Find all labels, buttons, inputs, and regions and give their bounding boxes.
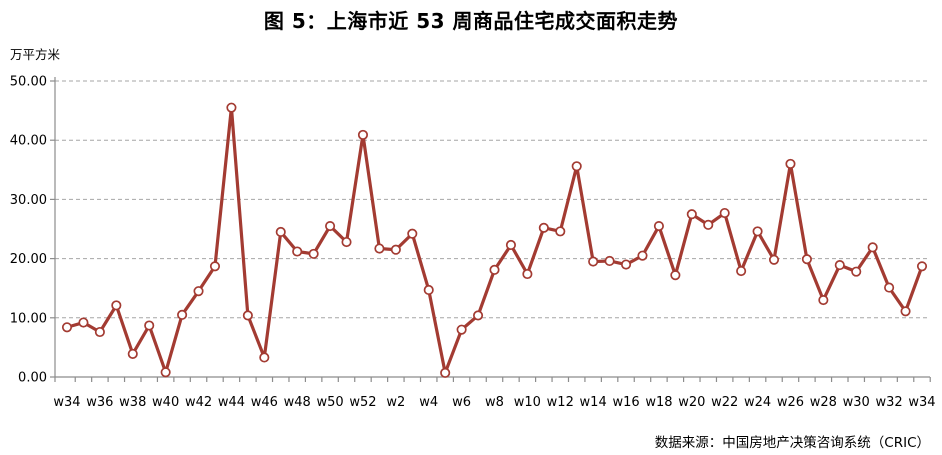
- data-point-marker: [900, 306, 911, 317]
- data-point-marker: [144, 320, 155, 331]
- y-tick-label: 20.00: [10, 252, 47, 267]
- data-point-marker: [456, 324, 467, 335]
- x-tick-label: w48: [284, 395, 311, 410]
- data-point-marker: [653, 220, 664, 232]
- data-point-marker: [670, 270, 681, 281]
- y-tick-label: 30.00: [10, 193, 47, 208]
- data-point-marker: [177, 309, 188, 320]
- data-point-marker: [703, 219, 714, 230]
- y-tick-label: 50.00: [10, 75, 47, 90]
- data-point-marker: [357, 129, 369, 140]
- data-line: [65, 106, 924, 375]
- data-point-marker: [226, 102, 237, 113]
- data-point-marker: [325, 220, 336, 232]
- data-point-marker: [473, 310, 484, 321]
- data-point-marker: [160, 367, 171, 378]
- x-tick-label: w38: [119, 395, 146, 410]
- y-tick-label: 10.00: [10, 311, 47, 326]
- chart-title: 图 5：上海市近 53 周商品住宅成交面积走势: [263, 9, 679, 33]
- data-point-marker: [686, 209, 697, 220]
- x-tick-label: w34: [908, 395, 935, 410]
- x-tick-label: w32: [876, 395, 903, 410]
- data-point-marker: [407, 228, 418, 239]
- x-tick-label: w52: [349, 395, 376, 410]
- data-point-marker: [785, 158, 796, 169]
- data-point-marker: [620, 259, 632, 270]
- data-point-marker: [768, 254, 780, 265]
- x-tick-label: w20: [678, 395, 705, 410]
- x-tick-label: w16: [612, 395, 639, 410]
- data-point-marker: [489, 264, 500, 275]
- data-point-marker: [555, 226, 566, 237]
- data-point-marker: [292, 246, 303, 257]
- data-point-marker: [275, 226, 286, 238]
- x-tick-label: w28: [810, 395, 837, 410]
- data-point-marker: [801, 254, 812, 265]
- data-point-marker: [94, 326, 105, 338]
- data-point-marker: [604, 255, 615, 267]
- data-point-marker: [440, 367, 451, 378]
- x-tick-label: w30: [843, 395, 870, 410]
- data-point-marker: [752, 226, 763, 237]
- data-point-marker: [308, 248, 319, 259]
- y-tick-label: 0.00: [18, 371, 47, 386]
- x-tick-label: w22: [711, 395, 738, 410]
- data-point-marker: [719, 207, 730, 219]
- data-point-marker: [61, 322, 73, 333]
- x-tick-label: w42: [185, 395, 212, 410]
- data-point-marker: [127, 348, 138, 359]
- data-point-marker: [818, 294, 829, 306]
- data-point-marker: [78, 317, 89, 328]
- data-point-marker: [736, 265, 747, 277]
- data-point-marker: [571, 161, 582, 172]
- x-tick-label: w40: [152, 395, 179, 410]
- data-point-marker: [374, 243, 385, 254]
- data-point-marker: [916, 261, 928, 272]
- data-point-marker: [867, 242, 878, 253]
- y-axis-unit-label: 万平方米: [10, 47, 61, 62]
- data-point-marker: [884, 282, 895, 293]
- data-point-marker: [341, 236, 352, 248]
- data-point-marker: [834, 260, 845, 271]
- x-tick-label: w2: [386, 395, 405, 410]
- data-point-marker: [242, 310, 253, 321]
- x-tick-label: w44: [218, 395, 245, 410]
- x-tick-label: w8: [485, 395, 504, 410]
- y-tick-label: 40.00: [10, 134, 47, 149]
- data-point-marker: [538, 222, 549, 233]
- data-point-marker: [423, 284, 434, 296]
- data-point-marker: [193, 286, 204, 297]
- x-tick-label: w36: [86, 395, 113, 410]
- x-tick-label: w46: [251, 395, 278, 410]
- data-point-marker: [209, 261, 221, 272]
- data-point-marker: [522, 268, 533, 280]
- data-point-marker: [588, 256, 599, 267]
- x-tick-label: w24: [744, 395, 771, 410]
- x-tick-label: w26: [777, 395, 804, 410]
- data-source-note: 数据来源：中国房地产决策咨询系统（CRIC）: [654, 435, 930, 451]
- x-tick-label: w34: [53, 395, 80, 410]
- data-point-marker: [259, 352, 270, 363]
- x-tick-label: w12: [547, 395, 574, 410]
- data-point-marker: [505, 239, 516, 251]
- x-tick-label: w14: [580, 395, 607, 410]
- data-point-marker: [111, 300, 122, 311]
- data-point-marker: [851, 266, 862, 277]
- data-point-marker: [637, 250, 648, 261]
- x-tick-label: w6: [452, 395, 471, 410]
- x-tick-label: w10: [514, 395, 541, 410]
- x-tick-label: w50: [316, 395, 343, 410]
- x-tick-label: w4: [419, 395, 438, 410]
- x-tick-label: w18: [645, 395, 672, 410]
- data-point-marker: [390, 244, 401, 255]
